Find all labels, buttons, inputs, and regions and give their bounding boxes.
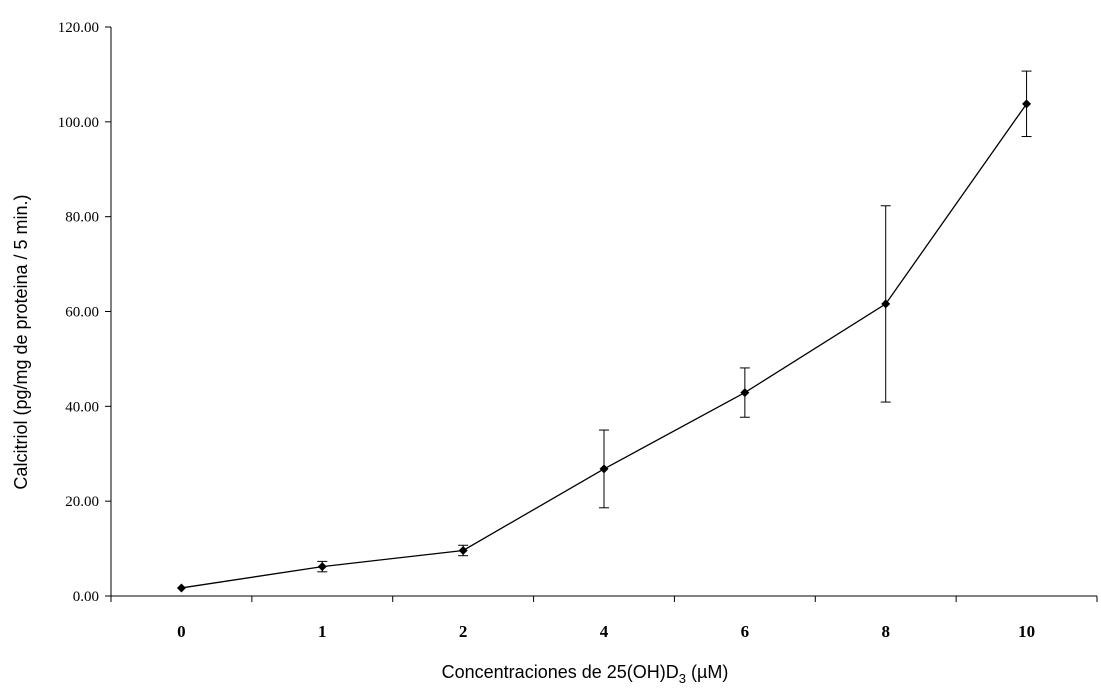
data-series <box>176 99 1032 593</box>
x-tick-label: 8 <box>881 622 890 641</box>
y-axis-title: Calcitriol (pg/mg de proteina / 5 min.) <box>11 194 31 489</box>
y-tick-label: 80.00 <box>65 210 99 226</box>
data-point-marker <box>1022 99 1032 109</box>
x-tick-label: 10 <box>1018 622 1035 641</box>
y-tick-label: 60.00 <box>65 305 99 321</box>
x-tick-label: 6 <box>741 622 750 641</box>
x-tick-label: 4 <box>600 622 609 641</box>
series-line <box>181 103 1028 589</box>
x-axis-title: Concentraciones de 25(OH)D3 (µM) <box>442 662 729 686</box>
y-tick-label: 120.00 <box>58 20 99 36</box>
x-tick-label: 2 <box>459 622 468 641</box>
x-axis-title-unit: (µM) <box>686 662 728 682</box>
chart-axes <box>110 27 1097 597</box>
y-tick-label: 100.00 <box>58 115 99 131</box>
y-tick-label: 40.00 <box>65 399 99 415</box>
x-tick-label: 0 <box>177 622 186 641</box>
error-bars <box>317 70 1032 573</box>
x-axis-ticks: 0 1 2 4 6 8 10 <box>110 596 1098 641</box>
data-point-marker <box>740 388 750 398</box>
y-tick-label: 20.00 <box>65 494 99 510</box>
data-point-marker <box>176 583 186 593</box>
y-axis-ticks: 0.00 20.00 40.00 60.00 80.00 100.00 120.00 <box>58 20 111 605</box>
x-axis-title-main: Concentraciones de 25(OH)D <box>442 662 679 682</box>
data-point-marker <box>881 299 891 309</box>
data-point-marker <box>599 464 609 474</box>
y-tick-label: 0.00 <box>73 589 99 605</box>
x-axis-title-subscript: 3 <box>679 671 686 686</box>
data-point-marker <box>317 562 327 572</box>
data-point-marker <box>458 545 468 555</box>
x-tick-label: 1 <box>318 622 327 641</box>
